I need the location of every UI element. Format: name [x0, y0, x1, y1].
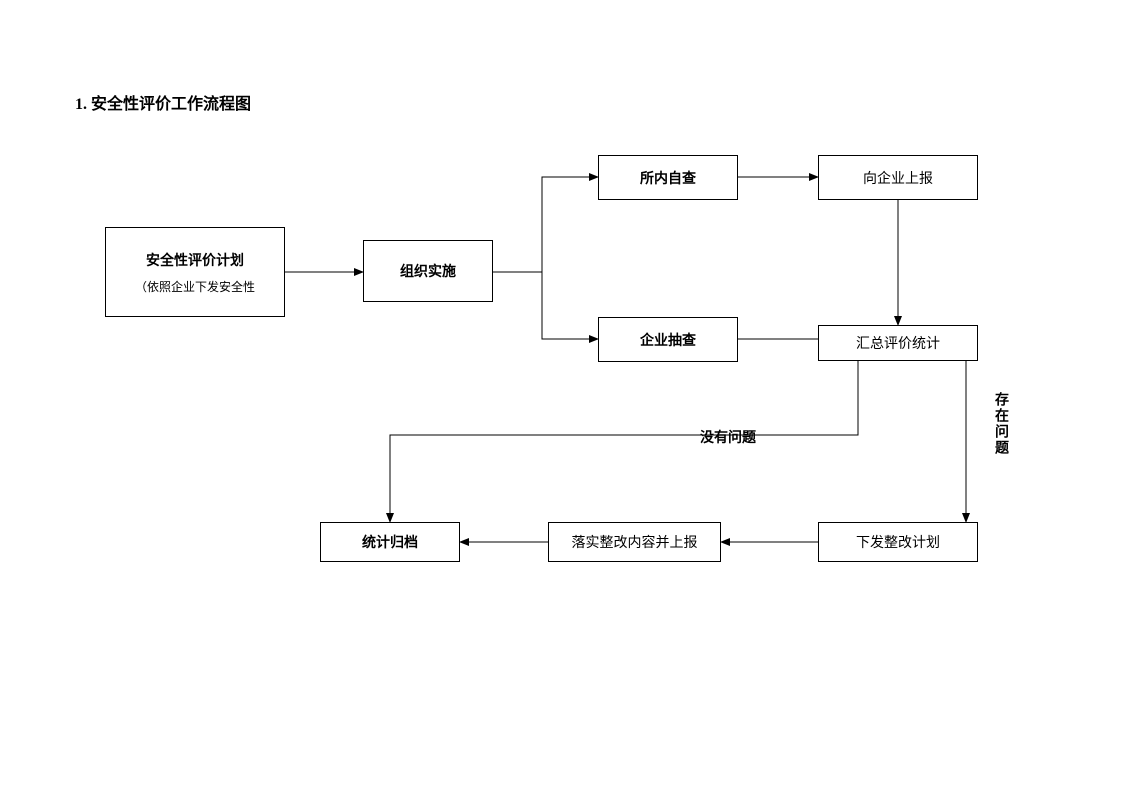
flow-node-n7: 下发整改计划	[818, 522, 978, 562]
flow-node-n8: 落实整改内容并上报	[548, 522, 721, 562]
flow-node-n1: 安全性评价计划 （依照企业下发安全性	[105, 227, 285, 317]
flow-node-n2: 组织实施	[363, 240, 493, 302]
flow-edge-1	[493, 177, 598, 272]
flow-node-n3: 所内自查	[598, 155, 738, 200]
flow-node-title: 下发整改计划	[856, 532, 940, 552]
flow-node-title: 组织实施	[400, 261, 456, 281]
flow-node-title: 汇总评价统计	[856, 333, 940, 353]
page-title: 1. 安全性评价工作流程图	[75, 90, 251, 114]
flow-label-l2: 存在问题	[990, 392, 1010, 456]
flow-node-title: 企业抽查	[640, 330, 696, 350]
flow-edge-2	[542, 272, 598, 339]
flow-node-title: 向企业上报	[863, 168, 933, 188]
flow-node-title: 统计归档	[362, 532, 418, 552]
flow-node-n5: 向企业上报	[818, 155, 978, 200]
flow-node-n4: 企业抽查	[598, 317, 738, 362]
flow-edge-9	[390, 361, 858, 522]
flow-node-subtitle: （依照企业下发安全性	[135, 278, 255, 295]
flow-node-n6: 汇总评价统计	[818, 325, 978, 361]
flow-node-n9: 统计归档	[320, 522, 460, 562]
flow-node-title: 落实整改内容并上报	[572, 532, 698, 552]
flow-node-title: 安全性评价计划	[146, 250, 244, 270]
flowchart-edges	[0, 0, 1122, 793]
flow-node-title: 所内自查	[640, 168, 696, 188]
flow-label-l1: 没有问题	[700, 427, 756, 447]
